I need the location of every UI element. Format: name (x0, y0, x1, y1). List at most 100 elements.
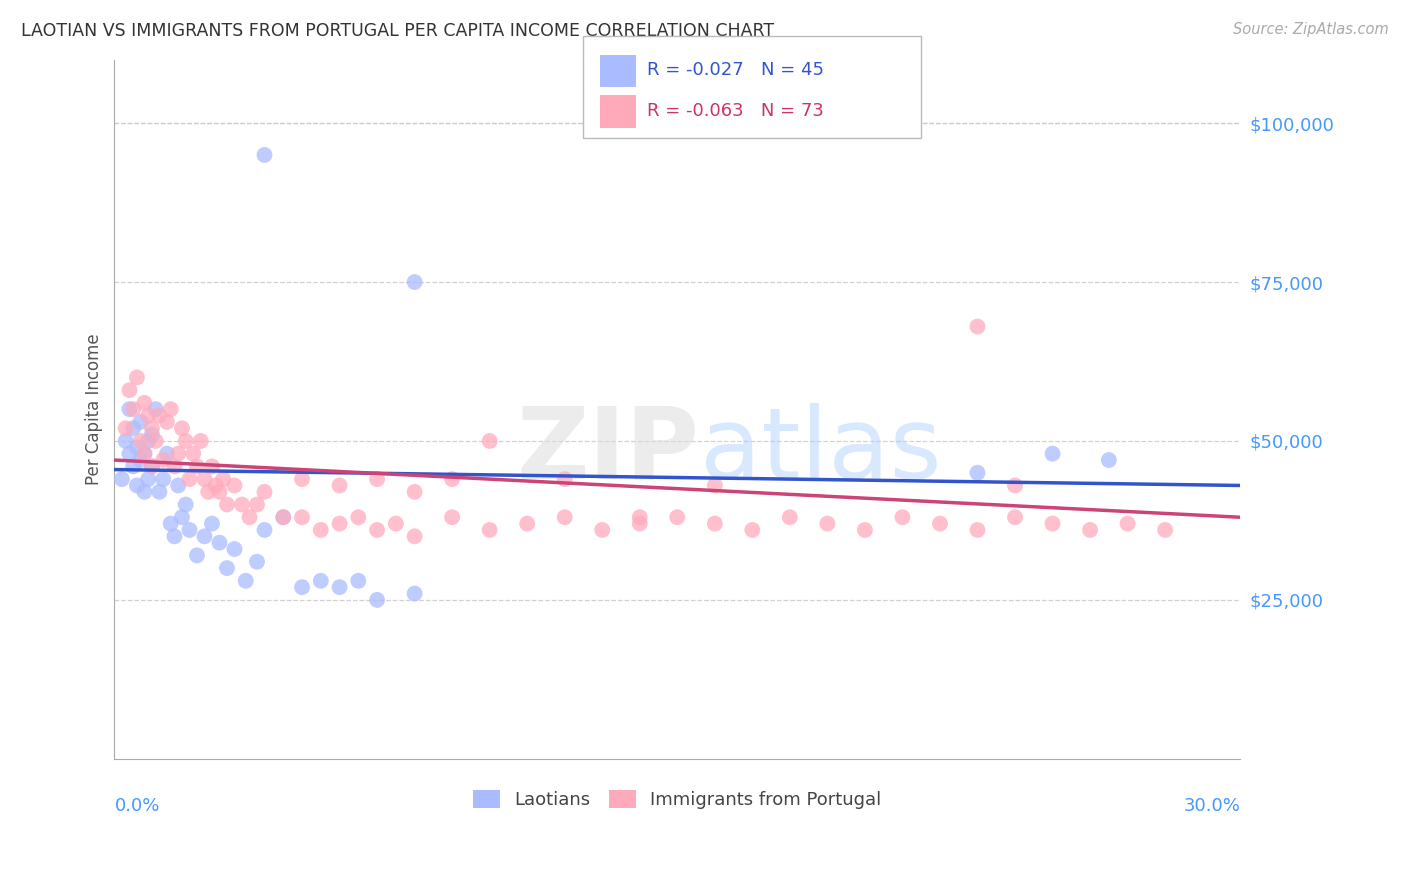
Point (347, 510, 370, 524)
Point (271, 510, 294, 524)
Point (201, 516, 224, 531)
Point (779, 510, 801, 524)
Point (174, 434, 197, 448)
Point (170, 421, 193, 435)
Point (186, 549, 208, 563)
Point (152, 453, 174, 467)
Text: atlas: atlas (700, 402, 942, 500)
Point (170, 510, 193, 524)
Point (215, 498, 238, 512)
Point (1042, 447, 1064, 461)
Text: Source: ZipAtlas.com: Source: ZipAtlas.com (1233, 22, 1389, 37)
Point (441, 472, 464, 486)
Point (1004, 478, 1026, 492)
Point (253, 148, 276, 162)
Point (141, 421, 163, 435)
Point (152, 472, 174, 486)
Text: ZIP: ZIP (517, 402, 700, 500)
Point (385, 516, 408, 531)
Point (163, 529, 186, 543)
Point (186, 459, 208, 474)
Point (329, 478, 352, 492)
Point (478, 523, 501, 537)
Point (134, 447, 156, 461)
Point (246, 555, 269, 569)
Point (853, 523, 876, 537)
Point (1154, 523, 1177, 537)
Point (134, 396, 156, 410)
Point (136, 409, 159, 423)
Point (703, 478, 725, 492)
Text: R = -0.063   N = 73: R = -0.063 N = 73 (647, 102, 824, 120)
Point (208, 484, 231, 499)
Point (224, 478, 246, 492)
Point (167, 447, 190, 461)
Point (114, 421, 136, 435)
Point (309, 523, 332, 537)
Text: LAOTIAN VS IMMIGRANTS FROM PORTUGAL PER CAPITA INCOME CORRELATION CHART: LAOTIAN VS IMMIGRANTS FROM PORTUGAL PER … (21, 22, 775, 40)
Point (181, 447, 204, 461)
Point (291, 580, 314, 594)
Point (366, 472, 388, 486)
Point (179, 472, 201, 486)
Point (891, 510, 914, 524)
Point (148, 409, 170, 423)
Point (238, 510, 260, 524)
Point (329, 580, 352, 594)
Point (212, 472, 235, 486)
Point (253, 523, 276, 537)
Point (129, 453, 152, 467)
Point (136, 434, 159, 448)
Point (404, 275, 426, 289)
Point (741, 523, 763, 537)
Point (224, 542, 246, 557)
Point (111, 472, 134, 486)
Point (703, 516, 725, 531)
Text: R = -0.027   N = 45: R = -0.027 N = 45 (647, 62, 824, 79)
Point (159, 516, 181, 531)
Y-axis label: Per Capita Income: Per Capita Income (86, 334, 103, 485)
Point (197, 484, 219, 499)
Point (125, 478, 148, 492)
Point (554, 510, 576, 524)
Point (122, 421, 145, 435)
Point (966, 319, 988, 334)
Point (666, 510, 689, 524)
Point (179, 523, 201, 537)
Point (201, 459, 224, 474)
Point (122, 459, 145, 474)
Point (118, 383, 141, 397)
Point (966, 523, 988, 537)
Point (145, 402, 167, 417)
Point (193, 529, 215, 543)
Point (118, 447, 141, 461)
Point (235, 574, 257, 588)
Point (159, 402, 181, 417)
Point (193, 472, 215, 486)
Point (347, 574, 370, 588)
Point (136, 472, 159, 486)
Legend: Laotians, Immigrants from Portugal: Laotians, Immigrants from Portugal (472, 789, 882, 809)
Point (366, 523, 388, 537)
Point (966, 466, 988, 480)
Point (134, 447, 156, 461)
Point (441, 510, 464, 524)
Point (190, 434, 212, 448)
Point (148, 484, 170, 499)
Point (118, 402, 141, 417)
Point (125, 440, 148, 454)
Point (208, 535, 231, 549)
Point (291, 510, 314, 524)
Point (404, 586, 426, 600)
Point (1098, 453, 1121, 467)
Point (167, 478, 190, 492)
Point (204, 478, 226, 492)
Point (145, 434, 167, 448)
Point (516, 516, 538, 531)
Point (141, 427, 163, 442)
Point (329, 516, 352, 531)
Point (114, 434, 136, 448)
Point (163, 459, 186, 474)
Point (141, 459, 163, 474)
Point (309, 574, 332, 588)
